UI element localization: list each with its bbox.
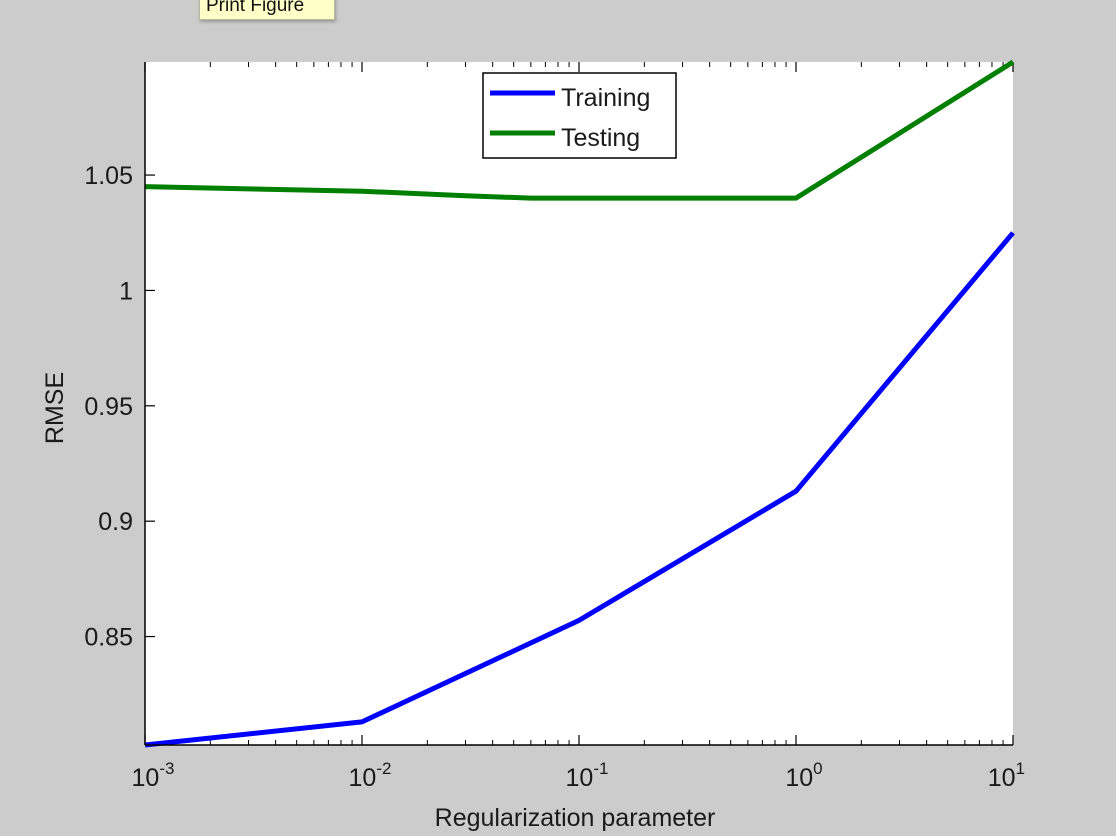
y-tick-label: 0.95: [84, 393, 133, 421]
series-line-training: [144, 231, 1015, 748]
y-tick-label: 1: [119, 277, 133, 305]
plot-area: [145, 62, 1013, 745]
x-tick-label: 100: [785, 759, 822, 792]
x-axis-label: Regularization parameter: [435, 804, 716, 832]
x-tick-label: 10-3: [132, 759, 175, 792]
y-tick-label: 0.9: [98, 508, 133, 536]
x-minor-ticks: [209, 62, 1004, 745]
y-tick-label: 0.85: [84, 624, 133, 652]
legend-label-training: Training: [561, 84, 650, 112]
legend: Training Testing: [482, 72, 677, 159]
y-tick-label: 1.05: [84, 162, 133, 190]
y-tick-labels: 0.85 0.9 0.95 1 1.05: [84, 162, 133, 651]
legend-label-testing: Testing: [561, 124, 640, 152]
print-figure-tooltip: Print Figure: [199, 0, 335, 20]
series-lines: [144, 59, 1015, 748]
x-tick-labels: 10-3 10-2 10-1 100 101: [132, 759, 1025, 792]
x-tick-label: 10-1: [566, 759, 609, 792]
x-tick-label: 101: [988, 759, 1025, 792]
y-axis-label: RMSE: [41, 372, 69, 444]
x-tick-label: 10-2: [349, 759, 392, 792]
series-line-testing: [144, 59, 1015, 201]
legend-box: [482, 72, 677, 159]
